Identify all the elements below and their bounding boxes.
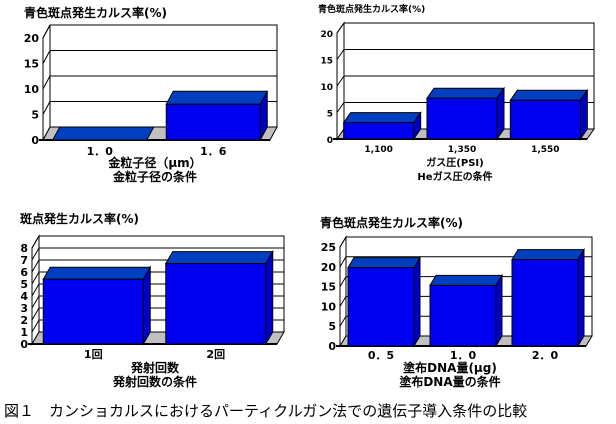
bar-top [511,249,585,261]
y-tick-label: 0 [328,340,336,353]
bar [343,122,415,140]
x-tick-label: 1,550 [531,145,559,155]
y-tick-label: 1 [20,326,28,339]
chart-4: 青色斑点発生カルス率(%) 0 5 10 15 20 25 0．5 1．0 2．0 塗布DNA量(μ… [320,215,593,389]
y-tick-label: 10 [320,83,333,93]
gridline-side [336,102,345,113]
y-tick-label: 7 [20,254,28,267]
y-tick-label: 6 [20,266,28,279]
bar-side [495,273,503,348]
chart-subtitle: Heガス圧の条件 [417,170,492,183]
chart-subtitle: 発射回数の条件 [112,374,197,389]
bar [429,284,497,347]
x-tick-label: 2．0 [532,349,559,362]
gridline-side [42,101,51,115]
chart-subtitle: 金粒子径の条件 [112,169,197,184]
y-tick-label: 10 [321,300,337,313]
bar [165,263,267,345]
bar-side [142,265,151,346]
gridline-side [42,24,51,39]
y-tick-label: 20 [320,30,333,40]
chart-1: 青色斑点発生カルス率(%) 0 5 10 15 20 1．0 1．6金粒子径（μm）金粒子径の… [24,5,278,184]
x-tick-label: 1．6 [200,145,227,158]
bar-side [265,249,274,346]
bar-side [577,247,585,348]
y-tick-label: 5 [327,110,333,120]
y-tick-label: 0 [31,134,39,147]
gridline-side [339,236,347,248]
chart-title: 斑点発生カルス率(%) [20,211,139,226]
y-tick-label: 20 [24,32,40,45]
x-tick-label: 2回 [206,347,225,361]
x-tick-label: 1．0 [87,145,114,158]
x-tick-label: 1,350 [448,145,476,155]
gridline-side [31,247,40,261]
x-tick-label: 1回 [84,347,103,361]
gridline-side [339,256,347,268]
y-tick-label: 5 [20,278,28,291]
gridline-side [31,319,40,333]
bar-top [342,112,422,124]
gridline-side [31,271,40,285]
bar [509,99,581,140]
gridline-side [336,22,345,34]
x-tick-label: 1．0 [450,349,477,362]
gridline-side [339,276,347,287]
y-tick-label: 4 [20,290,28,303]
chart-title: 青色斑点発生カルス率(%) [24,5,167,20]
gridline-side [336,75,345,87]
y-tick-label: 15 [320,57,333,67]
bar [42,278,144,345]
y-tick-label: 5 [328,320,336,333]
y-tick-label: 15 [24,58,39,71]
x-tick-label: 1,100 [364,145,392,155]
bar-top [164,251,274,265]
bar-top [42,266,152,280]
bar-side [413,255,421,348]
x-axis-label: ガス圧(PSI) [426,156,483,169]
bar-top [347,257,421,269]
gridline-side [31,235,40,249]
chart-title: 青色斑点発生カルス率(%) [320,215,463,230]
x-axis-label: 塗布DNA量(μg) [403,360,497,375]
x-axis-label: 発射回数 [130,360,180,375]
y-tick-label: 2 [20,314,28,327]
chart-2: 青色斑点発生カルス率(%) 0 5 10 15 20 1,100 1,350 1,550 ガス圧(… [318,3,595,183]
bar-top [426,87,505,99]
gridline-side [31,307,40,321]
figure-caption: 図１ カンショカルスにおけるパーティクルガン法での遺伝子導入条件の比較 [4,402,527,420]
y-tick-label: 15 [321,281,336,294]
chart-title: 青色斑点発生カルス率(%) [318,3,425,15]
gridline-side [339,315,347,327]
bar-top [165,90,269,105]
chart-subtitle: 塗布DNA量の条件 [399,374,500,389]
bar [511,259,579,347]
bar-top [429,274,503,286]
y-tick-label: 20 [321,261,337,274]
gridline-side [42,50,51,64]
gridline-side [31,295,40,309]
bar-top [509,89,589,101]
gridline-side [339,296,347,307]
gridline-side [31,283,40,297]
y-tick-label: 5 [31,109,39,122]
x-tick-label: 0．5 [368,349,394,362]
x-axis-label: 金粒子径（μm） [107,155,201,170]
y-tick-label: 25 [321,241,336,254]
y-tick-label: 8 [20,242,28,255]
bar [165,103,261,141]
bar-top [51,126,155,141]
y-tick-label: 0 [327,136,333,146]
gridline-side [31,259,40,273]
y-tick-label: 10 [24,83,40,96]
gridline-side [42,75,51,90]
y-tick-label: 0 [20,338,28,351]
bar [347,267,415,347]
bar [426,97,498,140]
y-tick-label: 3 [20,302,28,315]
gridline-side [336,49,345,60]
side-wall [339,235,347,348]
